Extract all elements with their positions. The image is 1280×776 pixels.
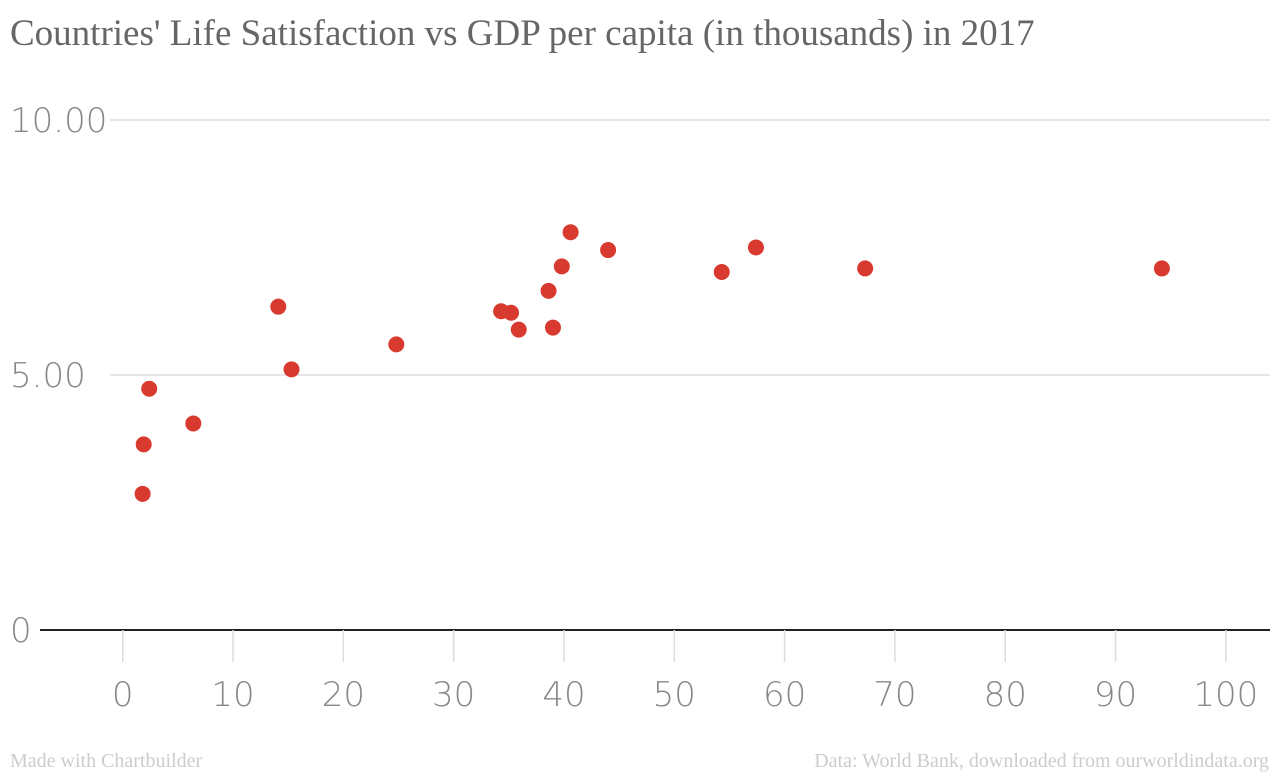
x-tick-label: 40 [542,675,585,715]
data-point [185,415,202,432]
data-point [553,258,570,275]
x-tick-label: 0 [112,675,134,715]
data-point [388,336,405,353]
data-point [562,224,579,241]
x-tick-label: 100 [1193,675,1258,715]
data-point [510,321,527,338]
data-point [503,304,520,321]
data-point [544,319,561,336]
footer-credit: Made with Chartbuilder [10,750,203,772]
x-tick-label: 80 [984,675,1027,715]
data-point [1153,260,1170,277]
x-tick-label: 20 [322,675,365,715]
data-point [283,361,300,378]
x-tick-label: 60 [763,675,806,715]
y-tick-label: 0 [10,611,32,651]
x-tick-label: 90 [1094,675,1137,715]
data-point [600,242,617,259]
chart-title: Countries' Life Satisfaction vs GDP per … [10,13,1035,54]
footer-source: Data: World Bank, downloaded from ourwor… [814,750,1269,772]
x-axis: 0 10 20 30 40 50 60 70 80 90 100 [112,630,1258,715]
data-point [713,263,730,280]
data-point [134,485,151,502]
data-point [141,380,158,397]
data-point [135,436,152,453]
data-points [134,224,1170,502]
x-tick-label: 70 [873,675,916,715]
data-point [747,239,764,256]
y-tick-label: 5.00 [10,356,86,396]
data-point [270,298,287,315]
y-tick-label: 10.00 [10,101,107,141]
x-tick-label: 30 [432,675,475,715]
x-tick-label: 50 [653,675,696,715]
data-point [540,282,557,299]
y-axis: 0 5.00 10.00 [10,101,107,651]
grid [40,119,1270,631]
data-point [857,260,874,277]
x-tick-label: 10 [211,675,254,715]
